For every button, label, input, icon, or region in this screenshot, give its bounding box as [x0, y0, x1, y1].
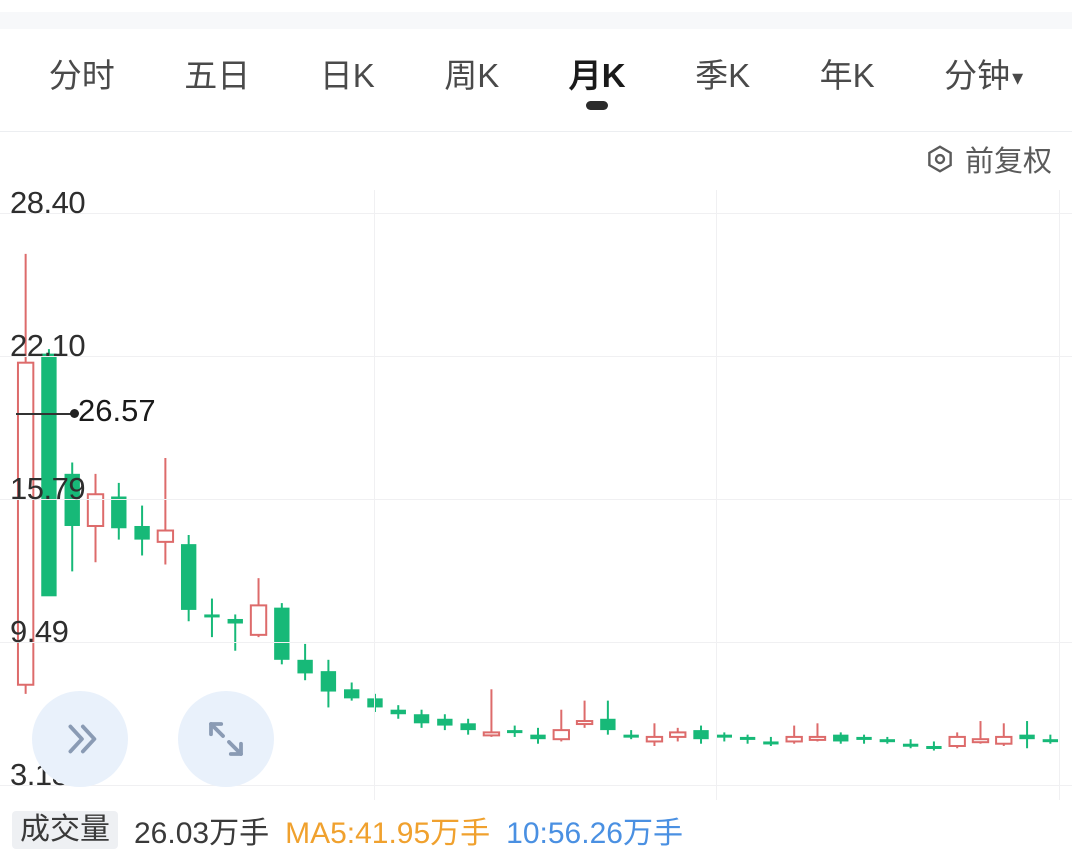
candle-body: [227, 618, 243, 624]
candle-body: [833, 734, 849, 742]
hexagon-target-icon: [925, 144, 955, 174]
top-status-strip: [0, 12, 1072, 29]
tab-7[interactable]: 分钟▾: [909, 53, 1058, 108]
candle-body: [530, 734, 546, 740]
candle-body: [390, 709, 406, 715]
gridline-horizontal: [0, 499, 1072, 500]
y-axis-tick-label: 28.40: [10, 185, 86, 220]
candle-body: [437, 718, 453, 726]
candle-body: [739, 736, 756, 740]
candle-body: [971, 738, 990, 744]
candle-body: [344, 689, 360, 699]
candle-body: [716, 734, 732, 738]
volume-ma5-value: MA5:41.95万手: [285, 817, 491, 850]
y-axis-tick-label: 15.79: [10, 471, 86, 506]
candle-body: [16, 361, 35, 686]
candle-body: [926, 745, 942, 749]
candle-body: [320, 671, 337, 692]
tab-label: 季K: [695, 56, 751, 94]
candle-body: [808, 735, 827, 741]
gridline-vertical: [716, 190, 717, 800]
high-price-label: 26.57: [78, 393, 156, 428]
volume-badge: 成交量: [12, 810, 118, 850]
candle-body: [413, 714, 430, 724]
candle-body: [902, 743, 919, 747]
gridline-horizontal: [0, 356, 1072, 357]
candle-body: [1019, 734, 1035, 740]
adjustment-selector[interactable]: 前复权: [925, 138, 1052, 180]
candle-body: [274, 607, 290, 660]
candle-body: [204, 614, 220, 618]
active-tab-indicator: [586, 100, 609, 110]
gridline-horizontal: [0, 213, 1072, 214]
candle-body: [600, 718, 616, 731]
candle-body: [482, 731, 501, 737]
candle-body: [623, 734, 639, 738]
candle-body: [180, 544, 197, 610]
y-axis-tick-label: 22.10: [10, 328, 86, 363]
candle-body: [575, 720, 594, 726]
tab-label: 周K: [444, 56, 500, 94]
gridline-vertical: [374, 190, 375, 800]
volume-indicator-bar[interactable]: 成交量 26.03万手 MA5:41.95万手 10:56.26万手: [0, 806, 1072, 854]
chevron-down-icon: ▾: [1012, 64, 1024, 90]
tab-label: 分时: [48, 56, 115, 94]
scroll-forward-button[interactable]: [32, 691, 128, 787]
candle-body: [507, 730, 523, 734]
candle-body: [156, 529, 175, 543]
y-axis-tick-label: 9.49: [10, 614, 69, 649]
candle-body: [134, 525, 150, 540]
candle-body: [111, 496, 127, 529]
candle-body: [86, 493, 105, 527]
tab-0[interactable]: 分时: [14, 53, 150, 108]
tab-label: 分钟: [944, 56, 1011, 94]
volume-ma10-value: 10:56.26万手: [506, 817, 683, 850]
period-tab-bar: 分时 五日 日K 周K 月K 季K 年K 分钟▾: [0, 29, 1072, 132]
candle-body: [552, 729, 570, 741]
tab-label: 日K: [319, 56, 375, 94]
candle-body: [693, 730, 709, 740]
candle-body: [995, 735, 1013, 745]
candle-body: [460, 723, 476, 731]
tab-label: 年K: [819, 56, 875, 94]
tab-2[interactable]: 日K: [285, 53, 410, 108]
candle-body: [879, 739, 896, 743]
candle-body: [669, 731, 687, 738]
candle-body: [948, 735, 966, 747]
high-price-marker-dot: [70, 409, 79, 418]
tab-6[interactable]: 年K: [785, 53, 910, 108]
tab-4[interactable]: 月K: [534, 53, 660, 110]
tab-label: 五日: [184, 56, 251, 94]
candle-body: [249, 604, 268, 636]
tab-label: 月K: [568, 56, 626, 94]
expand-arrows-icon: [202, 715, 250, 763]
candle-body: [856, 736, 872, 740]
gridline-horizontal: [0, 642, 1072, 643]
tab-5[interactable]: 季K: [660, 53, 785, 108]
gridline-vertical: [1059, 190, 1060, 800]
chevron-double-right-icon: [57, 716, 103, 762]
candlestick-series: [16, 253, 1059, 751]
fullscreen-button[interactable]: [178, 691, 274, 787]
high-price-leader-line: [16, 413, 72, 415]
gridline-horizontal: [0, 785, 1072, 786]
candle-body: [763, 741, 779, 745]
adjustment-label: 前复权: [964, 146, 1052, 178]
candle-body: [785, 735, 803, 743]
tab-1[interactable]: 五日: [150, 53, 286, 108]
tab-3[interactable]: 周K: [410, 53, 535, 108]
candle-body: [297, 659, 313, 674]
candle-body: [1042, 739, 1059, 743]
candle-body: [645, 735, 664, 743]
volume-value: 26.03万手: [134, 817, 270, 850]
